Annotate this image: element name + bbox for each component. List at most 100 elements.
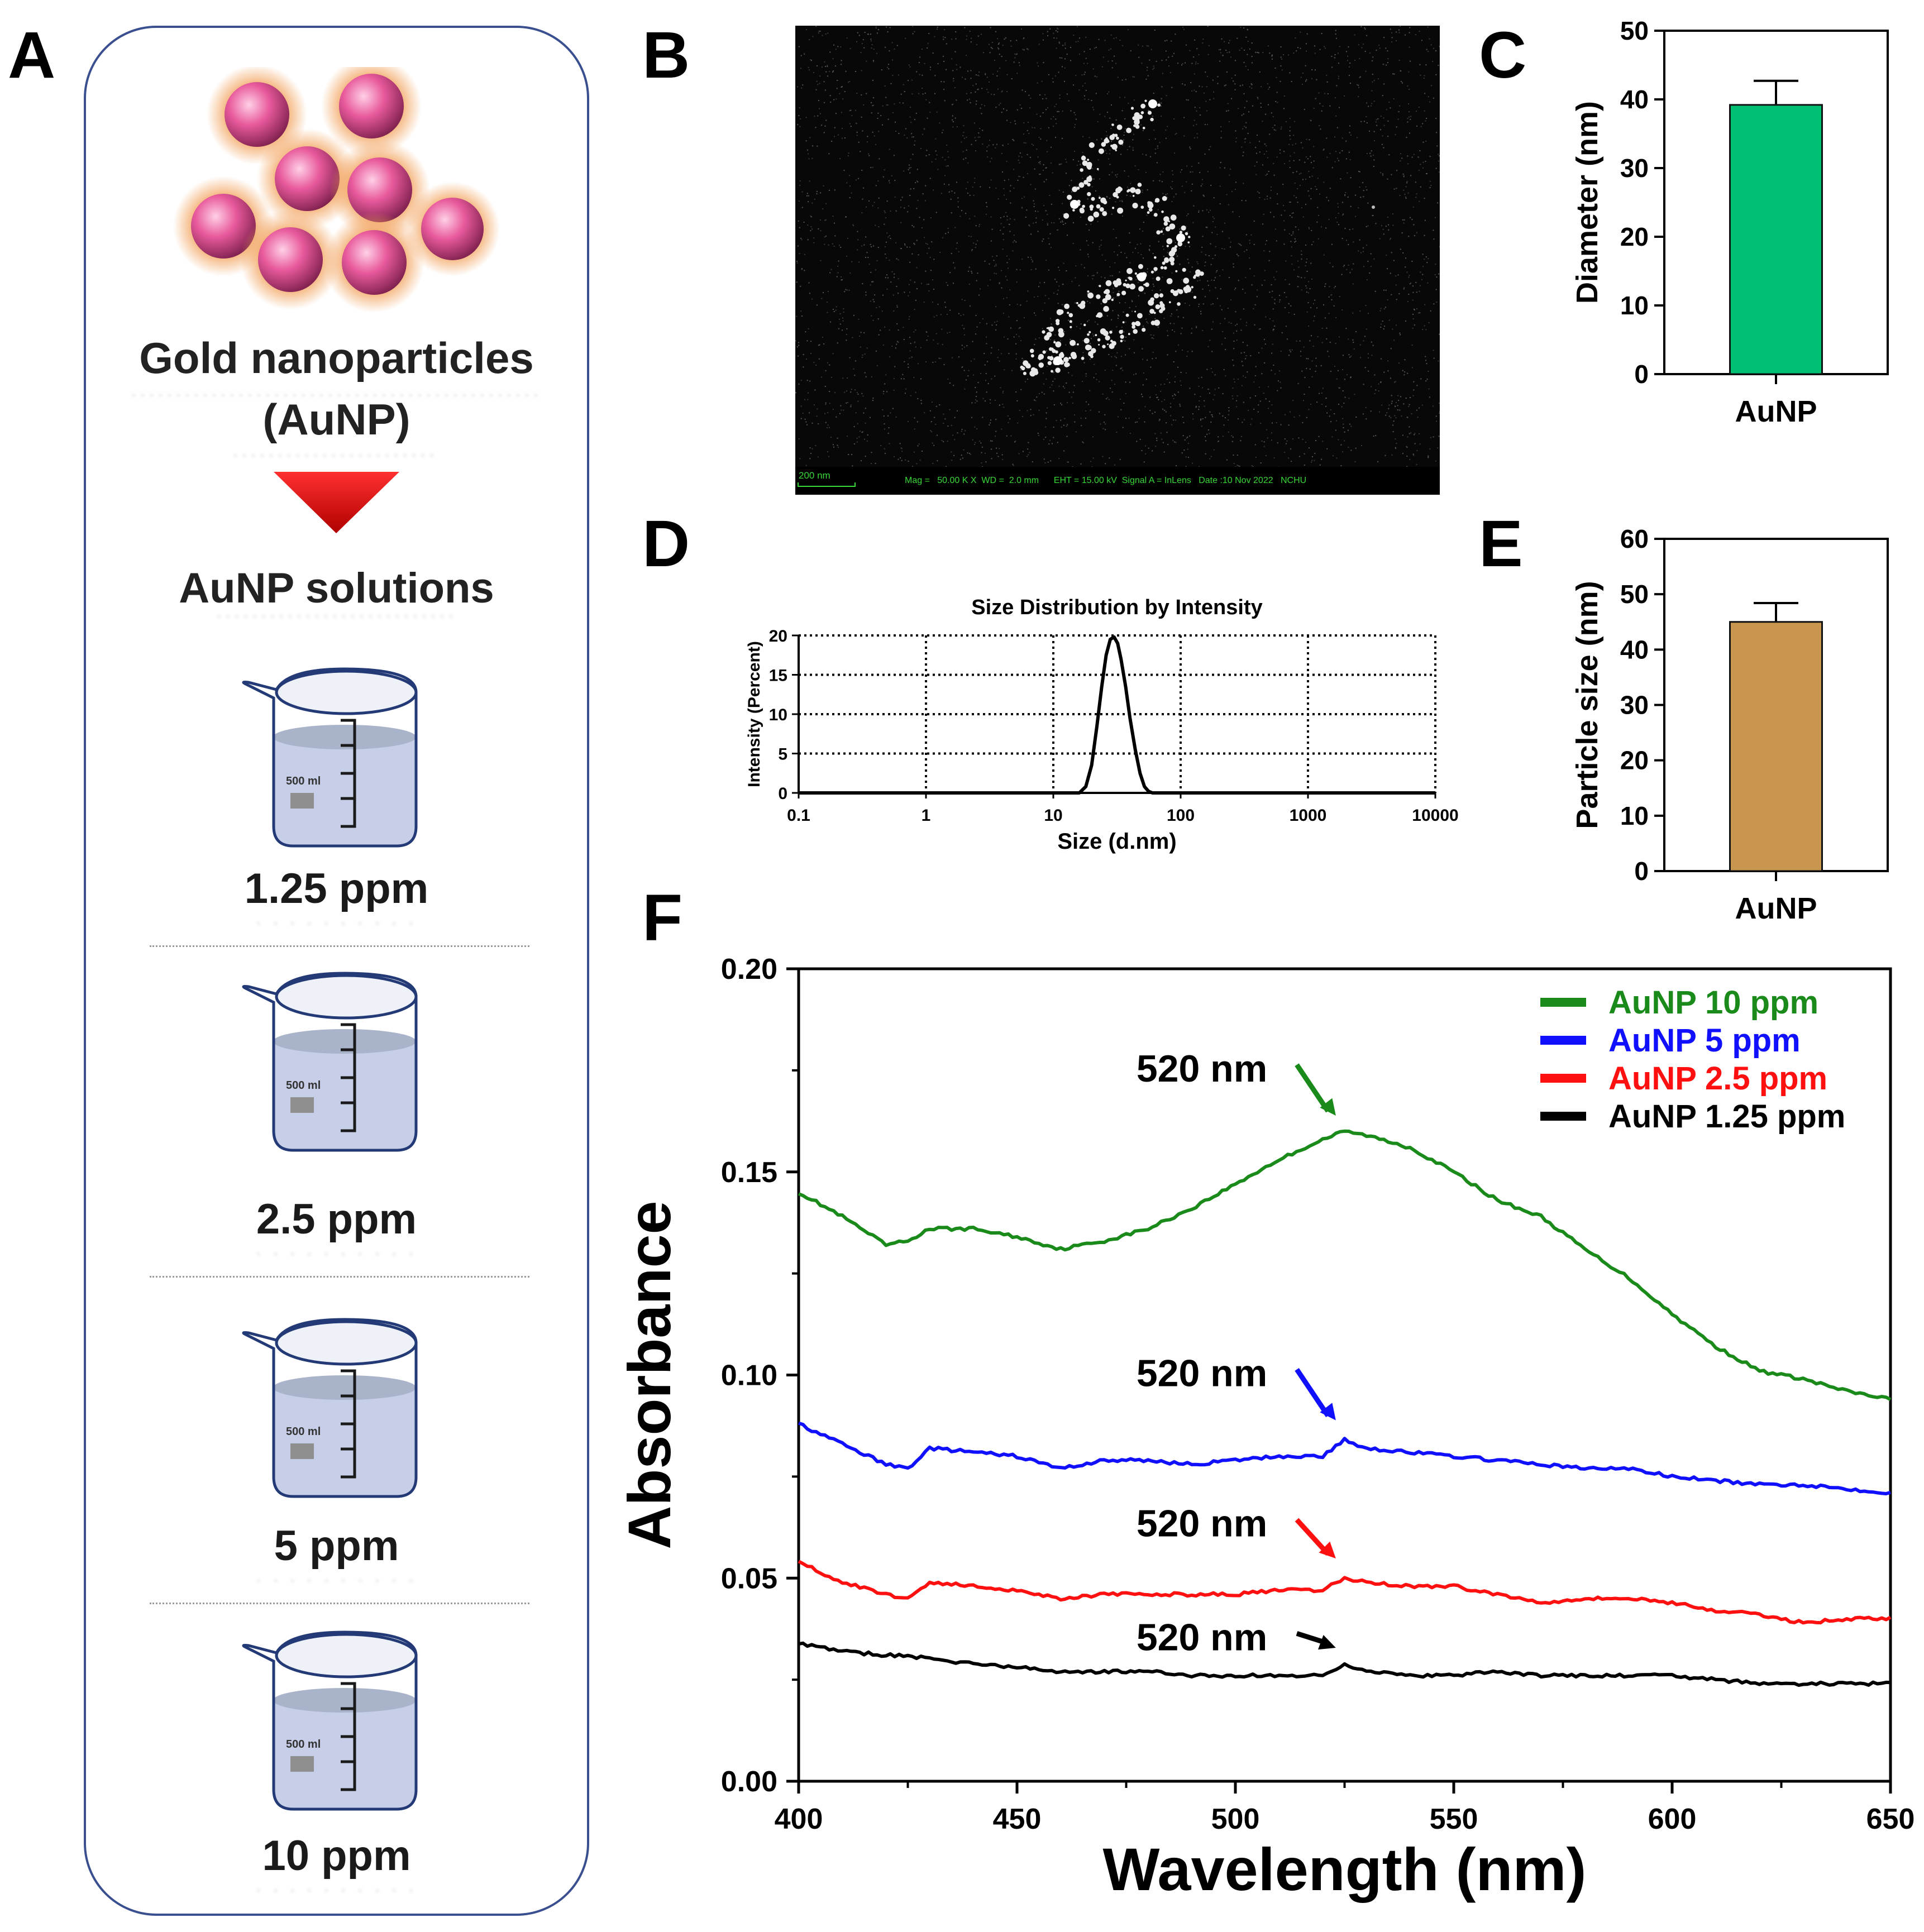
sem-noise-dot <box>1002 145 1004 146</box>
sem-noise-dot <box>1233 266 1234 268</box>
sem-noise-dot <box>831 141 833 142</box>
sem-noise-dot <box>952 103 954 105</box>
sem-noise-dot <box>1417 156 1419 158</box>
sem-noise-dot <box>1429 38 1430 40</box>
sem-noise-dot <box>1271 412 1272 414</box>
sem-noise-dot <box>1225 348 1226 350</box>
sem-noise-dot <box>976 280 977 281</box>
sem-noise-dot <box>1410 118 1411 120</box>
sem-noise-dot <box>1051 203 1052 205</box>
sem-noise-dot <box>818 358 820 360</box>
sem-noise-dot <box>1132 139 1134 141</box>
sem-noise-dot <box>1234 89 1236 90</box>
sem-noise-dot <box>1358 84 1359 86</box>
sem-noise-dot <box>862 39 864 41</box>
sem-noise-dot <box>1293 135 1295 136</box>
sem-noise-dot <box>1053 437 1054 438</box>
sem-noise-dot <box>1162 193 1164 194</box>
sem-noise-dot <box>848 82 849 83</box>
sem-noise-dot <box>855 122 857 124</box>
sem-noise-dot <box>896 258 897 260</box>
sem-noise-dot <box>1156 437 1158 439</box>
sem-noise-dot <box>1370 155 1372 157</box>
sem-noise-dot <box>1335 343 1336 345</box>
sem-noise-dot <box>1172 181 1173 182</box>
sem-noise-dot <box>1047 223 1048 224</box>
sem-noise-dot <box>1105 398 1107 400</box>
sem-noise-dot <box>1172 395 1173 396</box>
sem-noise-dot <box>1306 79 1307 80</box>
sem-noise-dot <box>1405 186 1407 188</box>
sem-noise-dot <box>1005 60 1007 61</box>
sem-noise-dot <box>1408 236 1410 237</box>
sem-noise-dot <box>1350 376 1352 378</box>
sem-noise-dot <box>849 175 851 176</box>
sem-noise-dot <box>964 388 966 390</box>
sem-noise-dot <box>947 425 949 427</box>
sem-noise-dot <box>796 315 798 317</box>
sem-noise-dot <box>956 242 958 244</box>
sem-noise-dot <box>803 353 804 355</box>
sem-noise-dot <box>979 128 981 129</box>
sem-noise-dot <box>1034 399 1035 401</box>
sem-noise-dot <box>1069 201 1071 203</box>
sem-noise-dot <box>1085 417 1086 419</box>
sem-noise-dot <box>931 401 933 403</box>
sem-noise-dot <box>1289 135 1291 136</box>
sem-noise-dot <box>824 66 826 67</box>
sem-noise-dot <box>1053 404 1055 405</box>
sem-noise-dot <box>1072 159 1074 161</box>
sem-particle <box>1087 292 1094 299</box>
sem-noise-dot <box>1370 266 1372 267</box>
sem-noise-dot <box>914 140 916 142</box>
sem-noise-dot <box>946 43 947 45</box>
sem-noise-dot <box>1289 130 1291 132</box>
sem-noise-dot <box>1028 454 1029 456</box>
sem-noise-dot <box>1335 420 1337 422</box>
sem-noise-dot <box>1293 160 1295 161</box>
sem-noise-dot <box>838 328 839 329</box>
sem-noise-dot <box>1017 422 1019 424</box>
sem-noise-dot <box>986 202 987 203</box>
sem-noise-dot <box>1297 188 1298 189</box>
sem-noise-dot <box>1416 385 1418 386</box>
sem-noise-dot <box>1213 98 1215 99</box>
sem-noise-dot <box>1058 71 1059 73</box>
sem-noise-dot <box>854 375 856 376</box>
sem-noise-dot <box>1336 127 1338 128</box>
sem-noise-dot <box>939 404 940 406</box>
sem-noise-dot <box>1097 221 1099 222</box>
sem-noise-dot <box>1183 135 1185 137</box>
sem-noise-dot <box>1247 132 1249 134</box>
sem-particle <box>1116 293 1120 297</box>
sem-noise-dot <box>1401 232 1403 234</box>
sem-noise-dot <box>925 185 927 186</box>
sem-noise-dot <box>1058 270 1060 271</box>
sem-noise-dot <box>997 456 999 457</box>
sem-noise-dot <box>1302 179 1304 180</box>
sem-noise-dot <box>1392 328 1393 330</box>
sem-noise-dot <box>1225 375 1226 377</box>
sem-noise-dot <box>1095 93 1097 94</box>
sem-noise-dot <box>808 282 810 284</box>
sem-noise-dot <box>1269 87 1270 88</box>
sem-noise-dot <box>1206 369 1208 370</box>
sem-noise-dot <box>1002 404 1004 405</box>
sem-noise-dot <box>1152 358 1153 360</box>
sem-noise-dot <box>1267 437 1268 439</box>
sem-noise-dot <box>1427 26 1429 28</box>
sem-noise-dot <box>1288 303 1290 304</box>
sem-noise-dot <box>1031 144 1033 145</box>
sem-noise-dot <box>1064 418 1066 419</box>
sem-noise-dot <box>999 448 1000 449</box>
sem-noise-dot <box>1018 62 1020 64</box>
sem-noise-dot <box>909 164 910 166</box>
sem-noise-dot <box>881 69 882 71</box>
sem-noise-dot <box>824 61 825 63</box>
sem-noise-dot <box>928 247 930 249</box>
sem-noise-dot <box>956 126 958 128</box>
sem-noise-dot <box>853 314 854 316</box>
sem-noise-dot <box>825 422 827 423</box>
sem-noise-dot <box>1200 310 1202 312</box>
sem-noise-dot <box>1106 196 1108 198</box>
